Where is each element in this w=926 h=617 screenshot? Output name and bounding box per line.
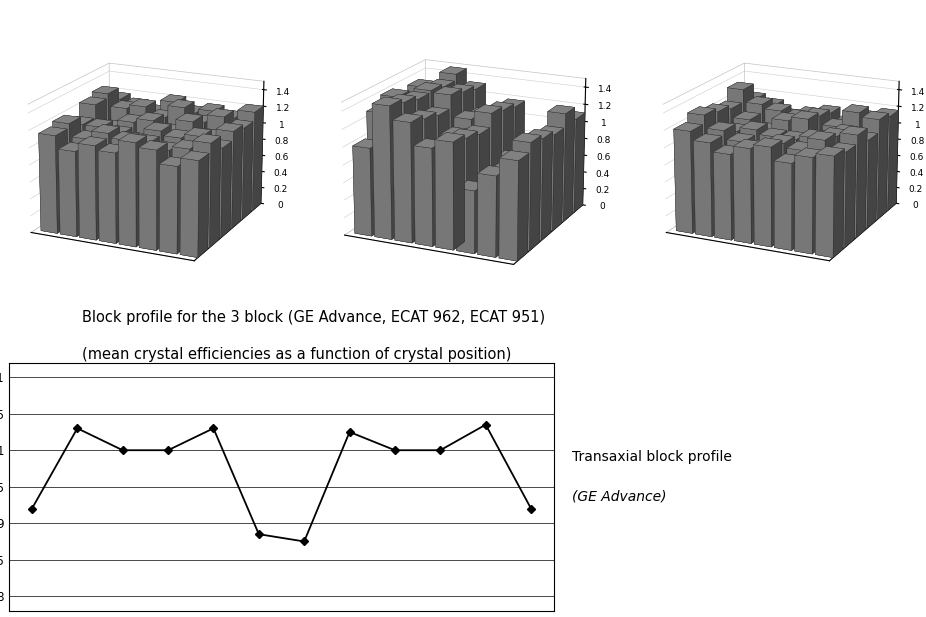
Text: Block profile for the 3 block (GE Advance, ECAT 962, ECAT 951): Block profile for the 3 block (GE Advanc… — [81, 310, 545, 325]
Text: (GE Advance): (GE Advance) — [572, 490, 667, 503]
Text: Transaxial block profile: Transaxial block profile — [572, 450, 732, 464]
Text: (mean crystal efficiencies as a function of crystal position): (mean crystal efficiencies as a function… — [81, 347, 511, 362]
